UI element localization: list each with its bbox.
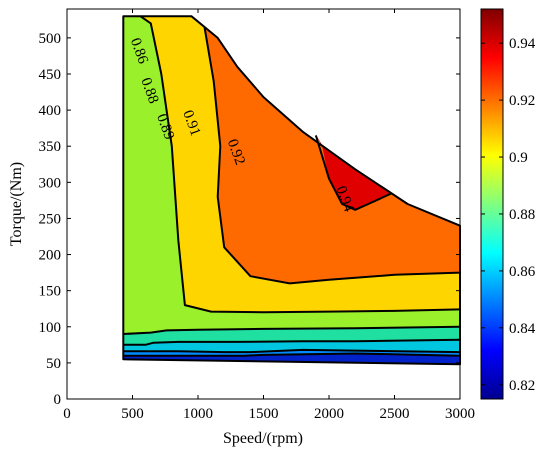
colorbar-tick-label: 0.92 (509, 93, 535, 109)
contour-line-5 (203, 26, 461, 285)
x-tick-label: 0 (63, 406, 71, 422)
contour-line-1 (123, 348, 461, 354)
contour-line-2 (123, 338, 461, 346)
x-axis-ticks: 0 500 1000 1500 2000 2500 3000 (63, 9, 475, 422)
y-tick-label: 150 (39, 284, 62, 300)
y-tick-label: 350 (39, 139, 62, 155)
colorbar-tick-label: 0.9 (509, 150, 528, 166)
x-tick-label: 2000 (314, 406, 344, 422)
contour-line-6 (314, 135, 393, 211)
y-tick-label: 500 (39, 31, 62, 47)
colorbar-tick-label: 0.94 (509, 36, 536, 52)
y-axis-ticks: 0 50 100 150 200 250 300 350 400 450 500 (39, 31, 460, 408)
x-tick-label: 1500 (249, 406, 279, 422)
x-tick-label: 500 (121, 406, 144, 422)
y-tick-label: 200 (39, 248, 62, 264)
colorbar-ticks: 0.82 0.84 0.86 0.88 0.9 0.92 0.94 (481, 36, 536, 394)
y-tick-label: 400 (39, 103, 62, 119)
contour-lines (122, 15, 461, 366)
y-tick-label: 300 (39, 175, 62, 191)
colorbar-tick-label: 0.82 (509, 378, 535, 394)
x-tick-label: 3000 (445, 406, 475, 422)
y-tick-label: 450 (39, 67, 62, 83)
y-tick-label: 100 (39, 320, 62, 336)
x-tick-label: 1000 (183, 406, 213, 422)
y-tick-label: 250 (39, 211, 62, 227)
domain-outline (122, 15, 461, 366)
contour-line-3 (123, 325, 461, 335)
contour-line-0 (123, 352, 461, 357)
y-tick-label: 0 (54, 392, 62, 408)
y-tick-label: 50 (46, 356, 61, 372)
x-tick-label: 2500 (380, 406, 410, 422)
y-axis-label: Torque/(Nm) (8, 162, 25, 246)
contour-line-4 (139, 15, 461, 314)
colorbar-gradient (480, 8, 504, 400)
x-axis-label: Speed/(rpm) (223, 430, 303, 447)
colorbar: 0.82 0.84 0.86 0.88 0.9 0.92 0.94 (480, 8, 536, 400)
colorbar-tick-label: 0.88 (509, 207, 535, 223)
colorbar-tick-label: 0.86 (509, 264, 536, 280)
colorbar-tick-label: 0.84 (509, 321, 536, 337)
plot-area: 0.860.880.89 0.910.920.94 0 500 1000 1500 200… (8, 8, 475, 447)
